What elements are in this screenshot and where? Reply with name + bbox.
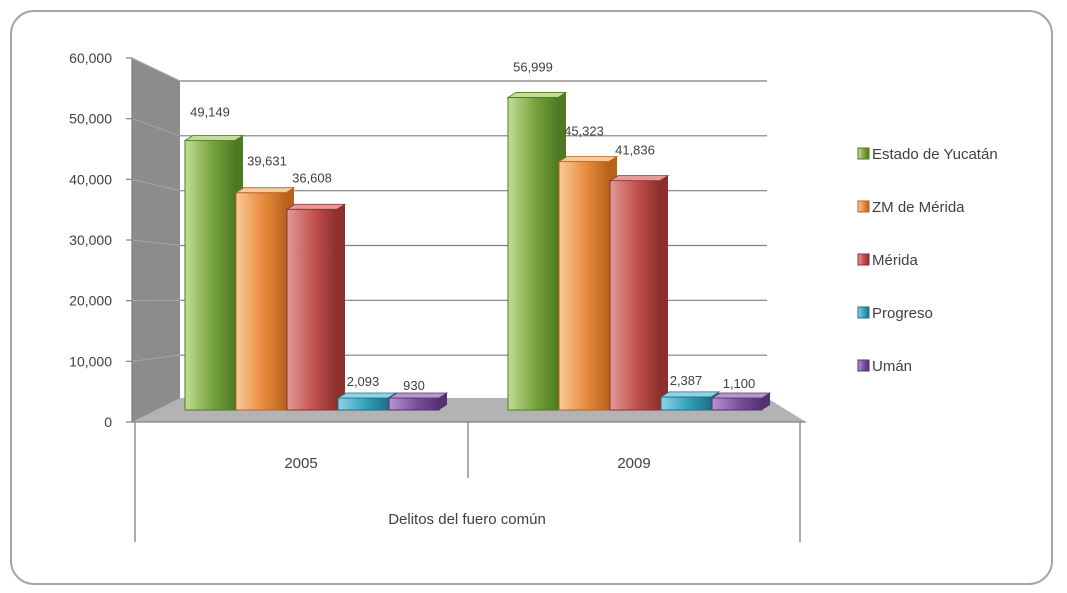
gridline-side xyxy=(131,178,181,192)
bar-Estado de Yucatán-2005 xyxy=(183,135,245,411)
bar-front xyxy=(507,96,559,411)
bar-top xyxy=(285,203,347,210)
bar-Umán-2005 xyxy=(387,392,449,411)
bar-front xyxy=(388,397,440,411)
bar-top xyxy=(183,135,245,141)
bar-front xyxy=(235,192,287,411)
bar-top xyxy=(557,156,619,162)
bar-top xyxy=(336,392,398,399)
bar-Progreso-2005 xyxy=(336,392,398,411)
y-tick-label: 10,000 xyxy=(69,353,112,369)
bar-Mérida-2005 xyxy=(285,203,347,411)
legend-label: Progreso xyxy=(872,305,933,322)
legend: Estado de Yucatán ZM de Mérida Mérida Progr… xyxy=(857,146,998,375)
y-tick-label: 50,000 xyxy=(69,111,112,127)
category-group-label: Delitos del fuero común xyxy=(388,511,546,528)
data-label: 2,093 xyxy=(347,374,380,389)
bar-top xyxy=(710,392,772,399)
data-label: 2,387 xyxy=(670,373,703,388)
category-label-2005: 2005 xyxy=(284,455,317,472)
data-label: 56,999 xyxy=(513,59,553,74)
bar-Umán-2009 xyxy=(710,392,772,411)
legend-swatch xyxy=(857,253,870,266)
data-label: 49,149 xyxy=(190,104,230,119)
bar-top xyxy=(659,391,721,398)
data-label: 39,631 xyxy=(247,154,287,169)
legend-swatch xyxy=(857,306,870,319)
bar-side xyxy=(439,393,447,410)
legend-label: Mérida xyxy=(872,252,919,269)
legend-label: ZM de Mérida xyxy=(872,199,965,216)
data-label: 41,836 xyxy=(615,143,655,158)
bar-front xyxy=(337,397,389,411)
y-tick-label: 60,000 xyxy=(69,50,112,66)
bar-side xyxy=(762,393,770,410)
y-tick-label: 0 xyxy=(104,414,112,430)
bar-side xyxy=(660,175,668,410)
y-tick-label: 40,000 xyxy=(69,171,112,187)
data-label: 45,323 xyxy=(564,123,604,138)
category-label-2009: 2009 xyxy=(617,455,650,472)
legend-swatch xyxy=(857,200,870,213)
bar-top xyxy=(387,392,449,399)
chart-side-wall xyxy=(132,58,180,422)
bar-Progreso-2009 xyxy=(659,391,721,411)
bar-front xyxy=(286,208,338,411)
bar-front xyxy=(184,139,236,411)
bar-ZM de Mérida-2009 xyxy=(557,156,619,411)
gridline-side xyxy=(131,57,181,82)
data-label: 1,100 xyxy=(723,376,756,391)
bar-Mérida-2009 xyxy=(608,175,670,411)
gridline-side xyxy=(131,354,181,362)
bar-top xyxy=(234,187,296,194)
bar-ZM de Mérida-2005 xyxy=(234,187,296,411)
gridline-side xyxy=(131,118,181,137)
legend-label: Umán xyxy=(872,358,912,375)
y-tick-label: 30,000 xyxy=(69,232,112,248)
data-label: 930 xyxy=(403,378,425,393)
bar-front xyxy=(660,396,712,411)
y-tick-label: 20,000 xyxy=(69,293,112,309)
data-label: 36,608 xyxy=(292,170,332,185)
gridline-side xyxy=(131,239,181,246)
bar-top xyxy=(506,92,568,98)
bar-front xyxy=(711,397,763,411)
bar-top xyxy=(608,175,670,181)
bar-front xyxy=(558,160,610,411)
legend-swatch xyxy=(857,359,870,372)
legend-label: Estado de Yucatán xyxy=(872,146,998,163)
bar-front xyxy=(609,180,661,411)
legend-swatch xyxy=(857,147,870,160)
bar-side xyxy=(337,204,345,410)
bar-Estado de Yucatán-2009 xyxy=(506,92,568,411)
